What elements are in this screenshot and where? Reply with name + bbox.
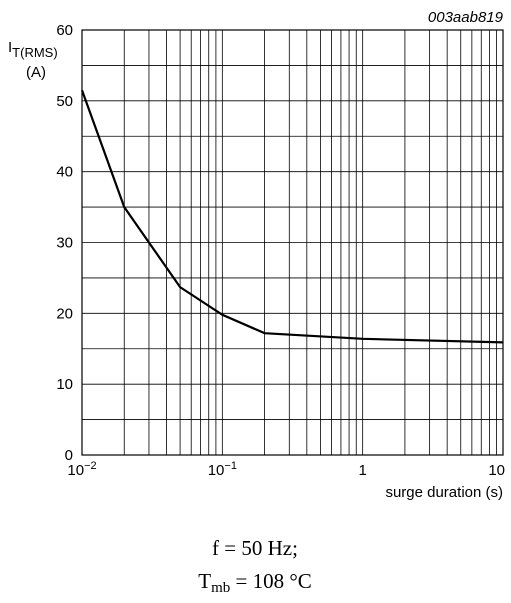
y-tick-label: 30 (56, 235, 73, 252)
caption-symbol: T (198, 569, 211, 593)
y-tick-label: 60 (56, 22, 73, 39)
x-tick-base: 10 (208, 462, 225, 479)
x-tick-label: 10−1 (208, 460, 237, 479)
data-line (80, 89, 504, 344)
y-label-subscript: T(RMS) (12, 45, 58, 60)
caption-subscript: mb (211, 580, 230, 596)
y-axis-label: IT(RMS) (8, 39, 58, 60)
y-tick-label: 50 (56, 93, 73, 110)
x-tick-label: 10 (488, 462, 505, 479)
x-tick-base: 10 (67, 462, 84, 479)
y-tick-label: 10 (56, 376, 73, 393)
caption-rest: = 108 °C (230, 569, 312, 593)
caption-line1: f = 50 Hz; (212, 536, 298, 560)
y-tick-label: 20 (56, 305, 73, 322)
y-tick-label: 0 (65, 447, 73, 464)
x-tick-exponent: −2 (84, 460, 97, 472)
x-tick-label: 10−2 (67, 460, 96, 479)
x-tick-label: 1 (358, 462, 366, 479)
caption-line2: Tmb = 108 °C (198, 569, 312, 596)
x-axis-label: surge duration (s) (385, 484, 503, 501)
y-tick-label: 40 (56, 164, 73, 181)
plot-frame (81, 29, 504, 456)
annotation: 003aab819 (428, 9, 504, 26)
y-axis-unit: (A) (26, 64, 46, 81)
x-tick-exponent: −1 (224, 460, 237, 472)
y-label-symbol: I (8, 39, 12, 56)
